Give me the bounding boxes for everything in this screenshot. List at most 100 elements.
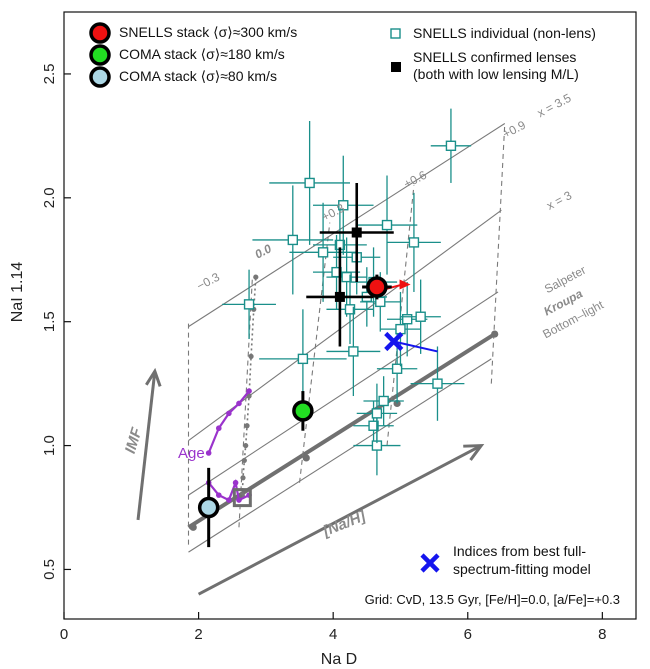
snells-individual-point [317, 247, 329, 258]
y-tick-label: 1.5 [41, 311, 58, 332]
snells-lens-point [334, 291, 345, 302]
snells-individual-point [408, 237, 420, 248]
best-fit-label-line1: Indices from best full- [453, 543, 586, 559]
grid-line-na0-dotted [241, 277, 257, 496]
legend-label-snells-stack: SNELLS stack ⟨σ⟩≈300 km/s [119, 24, 297, 40]
kroupa-dot [189, 523, 197, 531]
snells-individual-point [391, 363, 403, 374]
legend-marker-snells-individual [390, 28, 401, 39]
na0-dot [243, 442, 249, 449]
na0-dot [244, 423, 250, 429]
grid-label-x3: x = 3 [544, 188, 574, 213]
plot-frame [63, 11, 637, 620]
grid-label-x35: x = 3.5 [535, 91, 574, 121]
snells-individual-point [371, 408, 383, 419]
legend-marker-coma-80 [89, 66, 111, 88]
age-track-dot [215, 492, 222, 498]
age-track-dot [226, 497, 232, 503]
x-tick-label: 0 [60, 626, 68, 643]
grid-label-na-0: 0.0 [252, 241, 274, 261]
snells-individual-point [304, 177, 315, 189]
model-grid-layer [187, 123, 506, 553]
snells-individual-point [375, 296, 386, 308]
snells-individual-point [381, 219, 393, 231]
x-tick-label: 6 [464, 626, 472, 643]
legend-label-coma-180: COMA stack ⟨σ⟩≈180 km/s [119, 46, 285, 62]
legend-marker-snells-lenses [391, 62, 401, 72]
best-fit-cross [384, 331, 404, 352]
legend-label-lenses-note: (both with low lensing M/L) [413, 66, 579, 82]
grid-note: Grid: CvD, 13.5 Gyr, [Fe/H]=0.0, [a/Fe]=… [365, 592, 620, 607]
grid-label-na-p06: +0.6 [401, 168, 429, 192]
snells-individual-point [243, 299, 255, 310]
red-arrow-head [399, 279, 411, 290]
grid-label-na-m03: −0.3 [194, 270, 222, 294]
reference-open-square [232, 488, 252, 508]
age-track-dot [232, 479, 239, 486]
best-fit-label-line2: spectrum-fitting model [453, 561, 591, 577]
snells-individual-point [378, 395, 389, 407]
legend-label-snells-individual: SNELLS individual (non-lens) [413, 25, 596, 41]
age-track-dot [226, 410, 232, 417]
age-annotation: Age [178, 445, 205, 462]
y-tick-label: 0.5 [41, 559, 58, 580]
snells-lens-point [351, 227, 362, 238]
snells-individual-point [338, 200, 349, 211]
direction-arrows-layer [136, 367, 485, 596]
grid-line-imf_low [188, 358, 492, 553]
age-track-dot [215, 425, 222, 432]
legend-label-snells-lenses: SNELLS confirmed lenses [413, 49, 576, 65]
grid-line-na_p03 [298, 222, 331, 483]
data-points-layer [89, 22, 472, 573]
snells-individual-point [368, 420, 379, 431]
kroupa-dot [302, 454, 310, 462]
y-axis-label: NaI 1.14 [9, 262, 26, 323]
snells-individual-point [287, 234, 298, 246]
legend-marker-coma-180 [89, 44, 111, 66]
stack-point [366, 276, 388, 298]
age-track-dot [236, 497, 242, 503]
snells-individual-point [445, 140, 457, 151]
na0-dot [241, 457, 247, 464]
age-track-dot [236, 400, 242, 407]
best-fit-offset-line [393, 340, 438, 353]
grid-line-na_0 [238, 277, 253, 528]
grid-line-na_p09 [490, 123, 506, 384]
kroupa-dot [491, 330, 499, 338]
y-tick-label: 2.0 [41, 187, 58, 208]
age-track-dot [205, 450, 212, 456]
x-tick-label: 8 [598, 626, 606, 643]
snells-individual-point [402, 314, 413, 325]
snells-individual-point [341, 271, 352, 283]
na0-dot [253, 274, 259, 280]
snells-individual-point [415, 311, 426, 322]
na-h-annotation: [Na/H] [320, 507, 369, 540]
x-tick-label: 2 [194, 626, 202, 643]
age-track-dot [246, 388, 252, 394]
na-h-arrow-shaft [197, 444, 482, 596]
grid-line-salpeter [188, 291, 499, 496]
grid-line-x3.5 [188, 123, 506, 328]
legend-marker-best-fit [420, 553, 440, 573]
na0-dot [248, 353, 254, 359]
na-h-arrow-head [463, 443, 485, 461]
snells-individual-point [344, 304, 356, 315]
imf-arrow-shaft [136, 371, 157, 521]
legend-marker-snells-stack [89, 22, 111, 44]
snells-individual-point [432, 378, 443, 389]
x-axis-label: Na D [321, 651, 357, 668]
na0-dot [246, 393, 252, 399]
x-tick-label: 4 [329, 626, 337, 643]
imf-annotation: IMF [122, 425, 146, 455]
grid-label-na-p09: +0.9 [500, 118, 528, 142]
text-layer: Na D NaI 1.14 SNELLS stack ⟨σ⟩≈300 km/s … [9, 24, 620, 668]
axis-ticks-layer: 0 2 4 6 8 0.5 1.0 1.5 2.0 2.5 [41, 64, 607, 643]
na0-dot [240, 475, 246, 481]
stack-point [292, 400, 314, 422]
grid-label-salpeter: Salpeter [542, 263, 588, 296]
snells-individual-point [348, 346, 359, 357]
snells-individual-point [297, 353, 309, 365]
imf-arrow-head [145, 367, 162, 387]
legend-label-coma-80: COMA stack ⟨σ⟩≈80 km/s [119, 68, 277, 84]
